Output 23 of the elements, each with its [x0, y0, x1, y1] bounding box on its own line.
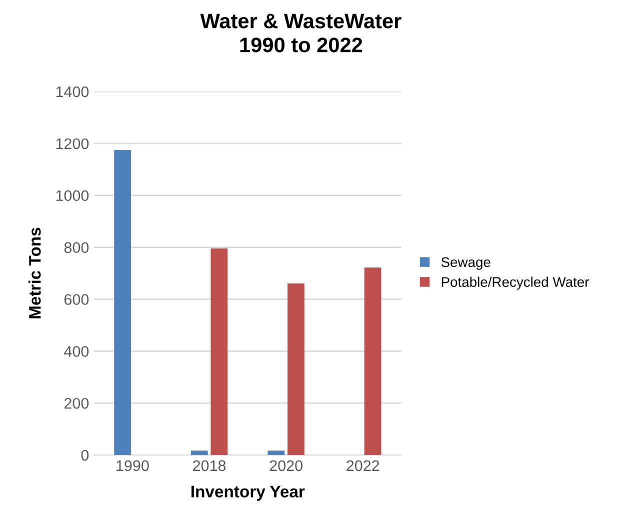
bar [190, 450, 208, 456]
x-tick-label: 2020 [270, 460, 302, 472]
x-axis-title: Inventory Year [191, 486, 305, 501]
legend-label: Potable/Recycled Water [442, 276, 589, 290]
bar [268, 450, 285, 456]
y-tick-label: 1000 [56, 190, 89, 202]
y-tick-label: 400 [64, 346, 89, 357]
y-axis-title: Metric Tons [28, 228, 41, 318]
y-tick-label: 0 [81, 450, 89, 461]
y-tick-label: 200 [64, 398, 89, 409]
legend-label: Sewage [441, 257, 490, 270]
y-tick-label: 800 [64, 242, 89, 253]
x-tick-label: 2022 [346, 460, 380, 472]
bar [210, 248, 228, 456]
bar [288, 283, 304, 456]
y-tick-label: 1400 [56, 86, 89, 98]
y-tick-label: 600 [64, 294, 89, 305]
x-tick-label: 1990 [116, 460, 149, 472]
x-tick-label: 2018 [193, 460, 226, 472]
bar [114, 150, 132, 456]
bar [364, 268, 382, 456]
y-tick-label: 1200 [56, 138, 89, 150]
chart-title: Water & WasteWater 1990 to 2022 [200, 14, 402, 52]
